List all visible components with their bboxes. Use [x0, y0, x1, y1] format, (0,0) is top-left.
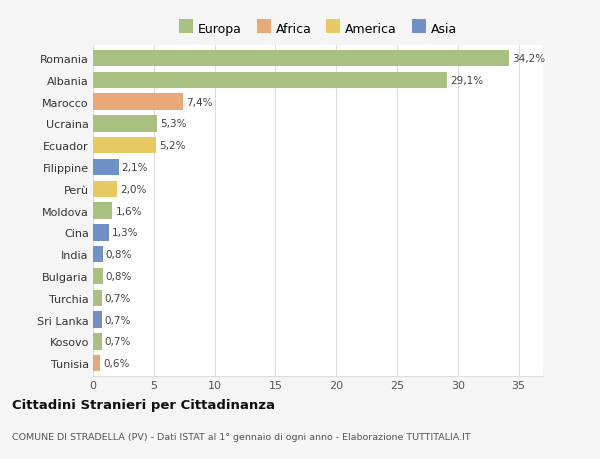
Text: 0,8%: 0,8%	[106, 271, 132, 281]
Text: 5,2%: 5,2%	[159, 141, 186, 151]
Bar	[93, 116, 157, 132]
Text: 0,6%: 0,6%	[103, 358, 130, 368]
Text: 34,2%: 34,2%	[512, 54, 545, 64]
Text: 0,7%: 0,7%	[104, 336, 131, 347]
Bar	[93, 181, 118, 197]
Bar	[93, 94, 183, 111]
Text: 1,3%: 1,3%	[112, 228, 139, 238]
Text: 1,6%: 1,6%	[115, 206, 142, 216]
Bar	[93, 225, 109, 241]
Text: 29,1%: 29,1%	[450, 76, 483, 86]
Text: Cittadini Stranieri per Cittadinanza: Cittadini Stranieri per Cittadinanza	[12, 398, 275, 411]
Bar	[93, 246, 103, 263]
Text: COMUNE DI STRADELLA (PV) - Dati ISTAT al 1° gennaio di ogni anno - Elaborazione : COMUNE DI STRADELLA (PV) - Dati ISTAT al…	[12, 431, 470, 441]
Text: 5,3%: 5,3%	[161, 119, 187, 129]
Text: 0,7%: 0,7%	[104, 293, 131, 303]
Text: 0,8%: 0,8%	[106, 250, 132, 260]
Bar	[93, 51, 509, 67]
Text: 2,0%: 2,0%	[121, 185, 147, 195]
Bar	[93, 355, 100, 371]
Bar	[93, 203, 112, 219]
Bar	[93, 73, 447, 89]
Bar	[93, 138, 156, 154]
Bar	[93, 290, 101, 306]
Text: 0,7%: 0,7%	[104, 315, 131, 325]
Text: 7,4%: 7,4%	[186, 97, 212, 107]
Legend: Europa, Africa, America, Asia: Europa, Africa, America, Asia	[176, 20, 460, 38]
Bar	[93, 268, 103, 285]
Text: 2,1%: 2,1%	[122, 162, 148, 173]
Bar	[93, 160, 119, 176]
Bar	[93, 312, 101, 328]
Bar	[93, 333, 101, 350]
